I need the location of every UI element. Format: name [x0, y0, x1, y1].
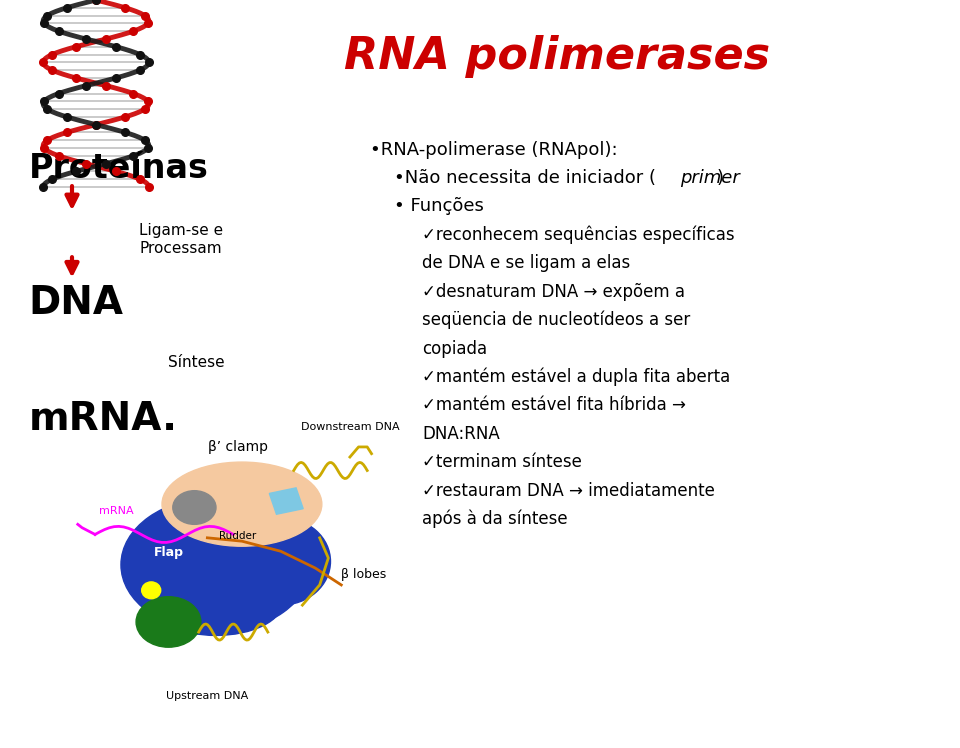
Text: Proteínas: Proteínas — [29, 152, 208, 185]
Text: •Não necessita de iniciador (: •Não necessita de iniciador ( — [394, 169, 656, 187]
Text: mRNA: mRNA — [99, 506, 134, 516]
Text: após à da síntese: após à da síntese — [422, 510, 568, 528]
Ellipse shape — [121, 497, 311, 632]
Text: copiada: copiada — [422, 340, 488, 358]
Text: •RNA-polimerase (RNApol):: •RNA-polimerase (RNApol): — [370, 141, 617, 159]
Ellipse shape — [173, 491, 216, 524]
Text: Síntese: Síntese — [168, 355, 225, 370]
Text: DNA:RNA: DNA:RNA — [422, 425, 500, 443]
Text: • Funções: • Funções — [394, 197, 484, 215]
Text: mRNA.: mRNA. — [29, 400, 178, 438]
Text: β’ clamp: β’ clamp — [207, 440, 268, 454]
Text: Upstream DNA: Upstream DNA — [166, 691, 249, 701]
Ellipse shape — [162, 462, 322, 546]
Ellipse shape — [136, 597, 201, 647]
Text: Flap: Flap — [154, 546, 183, 559]
Text: ): ) — [716, 169, 723, 187]
Text: ✓terminam síntese: ✓terminam síntese — [422, 453, 583, 471]
Text: Rudder: Rudder — [219, 532, 256, 542]
Text: Downstream DNA: Downstream DNA — [300, 422, 399, 432]
Text: seqüencia de nucleotídeos a ser: seqüencia de nucleotídeos a ser — [422, 311, 690, 329]
Text: ✓mantém estável fita híbrida →: ✓mantém estável fita híbrida → — [422, 396, 686, 414]
Bar — [270, 488, 303, 515]
Ellipse shape — [149, 568, 283, 636]
Text: β lobes: β lobes — [342, 568, 387, 581]
Text: ✓mantém estável a dupla fita aberta: ✓mantém estável a dupla fita aberta — [422, 368, 731, 386]
Text: ✓desnaturam DNA → expõem a: ✓desnaturam DNA → expõem a — [422, 283, 685, 301]
Ellipse shape — [231, 518, 330, 605]
Text: Ligam-se e
Processam: Ligam-se e Processam — [139, 223, 224, 256]
Text: de DNA e se ligam a elas: de DNA e se ligam a elas — [422, 254, 631, 272]
Text: primer: primer — [680, 169, 739, 187]
Ellipse shape — [142, 582, 160, 598]
Text: ✓reconhecem sequências específicas: ✓reconhecem sequências específicas — [422, 226, 735, 244]
Text: DNA: DNA — [29, 284, 124, 322]
Text: RNA polimerases: RNA polimerases — [344, 34, 770, 78]
Text: ✓restauram DNA → imediatamente: ✓restauram DNA → imediatamente — [422, 482, 715, 500]
